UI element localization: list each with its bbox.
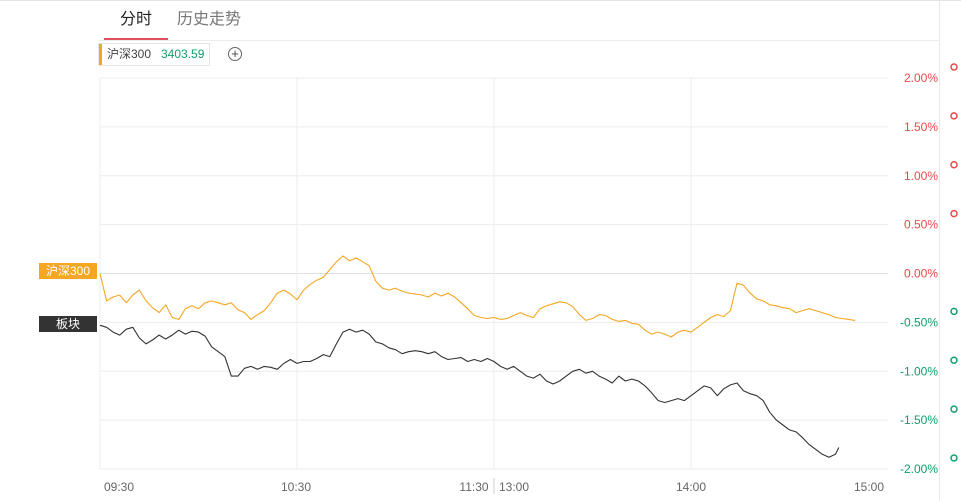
- edge-dot: [950, 356, 958, 364]
- series-tag-hs300: 沪深300: [39, 263, 97, 279]
- x-tick-label: 10:30: [281, 480, 311, 494]
- y-tick-label: 1.00%: [904, 169, 938, 183]
- y-tick-label: -1.50%: [900, 413, 938, 427]
- x-tick-label: 09:30: [104, 480, 134, 494]
- sector-line: [99, 324, 840, 458]
- legend-color-mark: [99, 44, 102, 65]
- edge-dot: [950, 209, 958, 218]
- y-tick-label: 0.50%: [904, 218, 938, 232]
- y-tick-label: 1.50%: [904, 120, 938, 134]
- y-tick-label: 2.00%: [904, 71, 938, 85]
- legend-box: 沪深300 3403.59: [98, 43, 210, 66]
- series-tag-sector: 板块: [39, 316, 97, 332]
- edge-dot: [950, 405, 958, 413]
- y-tick-label: -0.50%: [900, 315, 938, 329]
- edge-dot: [950, 307, 958, 316]
- add-comparison-button[interactable]: +: [228, 47, 242, 61]
- edge-dot: [950, 454, 958, 462]
- x-tick-label: 15:00: [854, 480, 884, 494]
- x-tick-label: 11:30: [459, 480, 488, 494]
- y-tick-label: 0.00%: [904, 267, 938, 281]
- edge-dot: [950, 112, 958, 120]
- right-border: [939, 0, 940, 501]
- legend-value: 3403.59: [161, 47, 205, 61]
- y-tick-label: -1.00%: [900, 364, 938, 378]
- hs300-line: [99, 255, 856, 338]
- edge-dot: [950, 63, 958, 71]
- tab-history[interactable]: 历史走势: [177, 11, 242, 28]
- x-tick-label: 14:00: [676, 480, 706, 494]
- edge-dot: [950, 161, 958, 169]
- y-tick-label: -2.00%: [900, 462, 938, 476]
- x-tick-label: 13:00: [499, 480, 529, 494]
- tabs-divider: [98, 40, 939, 41]
- top-border: [0, 0, 961, 1]
- legend-name: 沪深300: [107, 47, 152, 61]
- active-tab-indicator: [104, 38, 168, 40]
- tab-intraday[interactable]: 分时: [120, 11, 153, 28]
